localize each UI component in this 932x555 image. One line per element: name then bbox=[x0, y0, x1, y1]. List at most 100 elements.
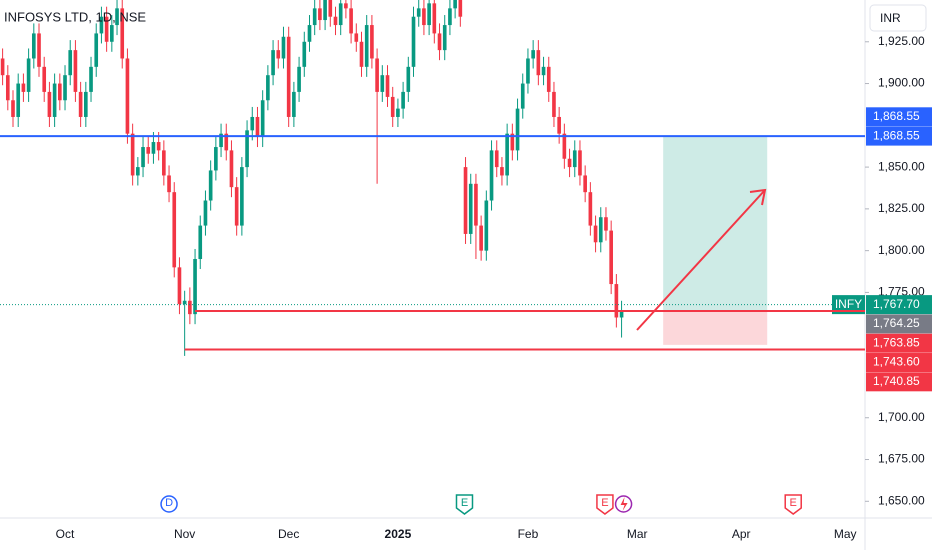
candle-body bbox=[562, 133, 567, 159]
candle-body bbox=[297, 66, 301, 92]
candle-body bbox=[593, 225, 598, 243]
candle-body bbox=[47, 91, 52, 117]
candle-body bbox=[266, 75, 270, 101]
currency-button[interactable] bbox=[869, 4, 927, 32]
y-tick-label: 1,800.00 bbox=[878, 243, 925, 257]
candle-body bbox=[229, 150, 234, 188]
currency[interactable]: INR bbox=[880, 11, 901, 25]
candle-body bbox=[57, 83, 62, 101]
candle-body bbox=[505, 133, 509, 176]
chart-title: INFOSYS LTD, 1D, NSE bbox=[4, 9, 146, 24]
candle-body bbox=[193, 259, 197, 315]
candle-body bbox=[370, 25, 374, 59]
candle-body bbox=[531, 50, 535, 59]
candle-body bbox=[526, 58, 530, 84]
candle-body bbox=[380, 75, 385, 92]
candle-body bbox=[442, 25, 447, 51]
candle-body bbox=[151, 142, 156, 154]
event-icon bbox=[596, 494, 614, 515]
y-tick-label: 1,900.00 bbox=[878, 76, 925, 90]
candle-body bbox=[37, 33, 41, 67]
candle-body bbox=[354, 33, 359, 42]
candle-body bbox=[89, 66, 93, 92]
price-label-box bbox=[866, 107, 932, 127]
candle-body bbox=[567, 158, 572, 168]
candle-body bbox=[203, 200, 208, 226]
dividend-symbol bbox=[620, 497, 628, 511]
candle-body bbox=[250, 116, 255, 131]
candle-body bbox=[557, 116, 561, 134]
candle-body bbox=[208, 170, 213, 201]
candle-body bbox=[42, 66, 47, 92]
price-label: 1,763.85 bbox=[873, 335, 920, 349]
candle-body bbox=[302, 41, 307, 67]
y-tick-label: 1,675.00 bbox=[878, 452, 925, 466]
candle-body bbox=[437, 33, 442, 51]
stop-zone bbox=[663, 311, 768, 345]
candle-body bbox=[349, 8, 353, 34]
candle-body bbox=[11, 100, 15, 117]
candle-body bbox=[21, 83, 26, 92]
price-label: 1,743.60 bbox=[873, 355, 920, 369]
candle-body bbox=[598, 217, 603, 243]
candle-body bbox=[245, 130, 249, 168]
candle-body bbox=[271, 50, 275, 76]
price-label: 1,764.25 bbox=[873, 316, 920, 330]
price-label-box bbox=[866, 314, 932, 334]
candle-body bbox=[448, 8, 452, 26]
candle-body bbox=[162, 150, 166, 176]
candle-body bbox=[5, 75, 10, 101]
x-tick-label: Oct bbox=[56, 527, 75, 541]
y-tick-label: 1,925.00 bbox=[878, 34, 925, 48]
candle-body bbox=[172, 192, 177, 268]
candle-body bbox=[453, 0, 457, 9]
candle-body bbox=[406, 66, 411, 92]
y-tick-label: 1,775.00 bbox=[878, 285, 925, 299]
y-tick-label: 1,850.00 bbox=[878, 159, 925, 173]
candle-body bbox=[520, 83, 525, 109]
candle-body bbox=[500, 167, 504, 176]
y-tick-label: 1,825.00 bbox=[878, 201, 925, 215]
candle-body bbox=[156, 142, 161, 151]
price-label: 1,868.55 bbox=[873, 109, 920, 123]
candle-body bbox=[411, 16, 416, 67]
candle-body bbox=[307, 25, 312, 42]
candle-body bbox=[130, 133, 135, 176]
candle-body bbox=[276, 50, 281, 59]
candle-body bbox=[286, 36, 291, 117]
price-label-box bbox=[866, 126, 932, 146]
candle-body bbox=[312, 8, 317, 26]
candle-body bbox=[31, 33, 36, 59]
candle-body bbox=[432, 3, 437, 34]
candle-body bbox=[224, 133, 229, 151]
candle-body bbox=[198, 225, 203, 259]
candle-body bbox=[458, 0, 463, 17]
candle-body bbox=[474, 183, 478, 226]
candle-body bbox=[146, 147, 151, 154]
candle-body bbox=[468, 183, 473, 234]
candle-body bbox=[390, 96, 395, 117]
candle-body bbox=[281, 36, 286, 59]
candle-body bbox=[182, 300, 187, 305]
x-tick-label: Dec bbox=[278, 527, 299, 541]
candle-body bbox=[494, 150, 499, 168]
candle-body bbox=[234, 187, 239, 226]
candle-body bbox=[416, 8, 421, 17]
candle-body bbox=[323, 0, 327, 21]
candle-body bbox=[364, 25, 369, 67]
symbol-tag: INFY bbox=[835, 297, 862, 311]
candle-body bbox=[0, 58, 5, 76]
candle-body bbox=[125, 58, 130, 134]
candle-body bbox=[26, 58, 31, 92]
candle-body bbox=[333, 16, 338, 26]
candle-body bbox=[396, 108, 400, 117]
candle-body bbox=[94, 33, 99, 67]
candle-body bbox=[359, 41, 364, 67]
candle-body bbox=[120, 8, 125, 59]
candle-body bbox=[328, 0, 333, 17]
candle-body bbox=[63, 75, 67, 101]
candle-body bbox=[115, 8, 119, 26]
candle-body bbox=[510, 133, 515, 151]
candle-body bbox=[338, 3, 343, 26]
